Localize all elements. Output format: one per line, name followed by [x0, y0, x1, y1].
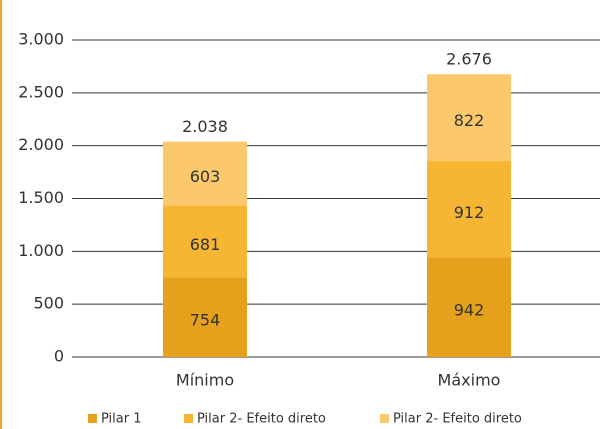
data-label: 754: [190, 311, 221, 330]
legend-label: Pilar 2- Efeito direto: [197, 412, 326, 427]
data-label: 942: [454, 301, 485, 320]
total-label: 2.038: [182, 117, 228, 136]
bar-segment: [427, 74, 511, 162]
legend-swatch: [380, 414, 389, 423]
y-tick-label: 1.500: [18, 188, 64, 207]
y-tick-label: 500: [33, 294, 64, 313]
data-label: 822: [454, 111, 485, 130]
x-tick-label: Mínimo: [176, 371, 234, 390]
bar-segment: [163, 205, 247, 278]
y-tick-label: 2.500: [18, 82, 64, 101]
legend-label: Pilar 1: [101, 412, 142, 427]
bar-segment: [427, 161, 511, 258]
total-label: 2.676: [446, 50, 492, 69]
data-label: 912: [454, 203, 485, 222]
legend-swatch: [184, 414, 193, 423]
bar-segment: [163, 277, 247, 357]
bar-segment: [427, 257, 511, 357]
y-tick-label: 1.000: [18, 241, 64, 260]
x-tick-label: Máximo: [438, 371, 501, 390]
bar-segment: [163, 141, 247, 206]
y-tick-label: 0: [54, 347, 64, 366]
y-tick-label: 2.000: [18, 135, 64, 154]
legend-label: Pilar 2- Efeito direto: [393, 412, 522, 427]
legend-swatch: [88, 414, 97, 423]
y-tick-label: 3.000: [18, 30, 64, 49]
data-label: 681: [190, 235, 221, 254]
data-label: 603: [190, 167, 221, 186]
